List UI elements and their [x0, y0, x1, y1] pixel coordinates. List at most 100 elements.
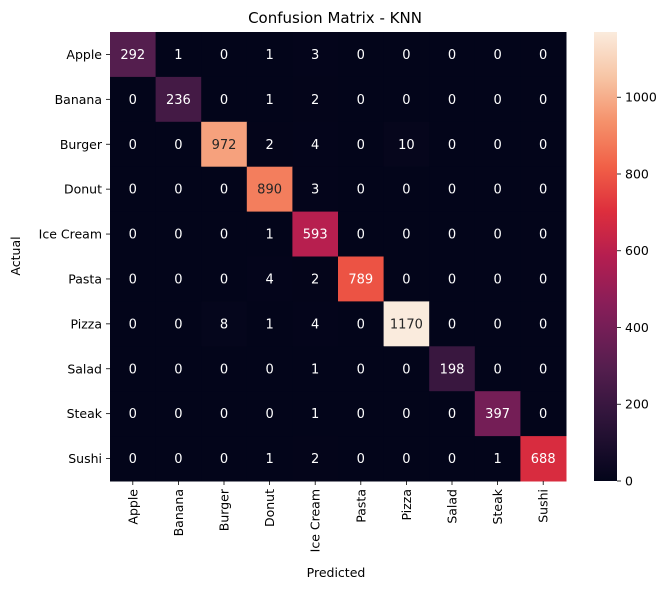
heatmap-cell	[292, 436, 339, 482]
cell-value-label: 0	[220, 362, 228, 377]
heatmap-cell	[246, 346, 293, 392]
heatmap-cell	[338, 76, 385, 123]
cell-value-label: 593	[303, 228, 328, 243]
cell-value-label: 0	[539, 272, 547, 287]
y-tick-label: Pasta	[68, 271, 102, 286]
cell-value-label: 0	[539, 407, 547, 422]
cell-value-label: 0	[129, 362, 137, 377]
heatmap-cell	[474, 166, 521, 213]
x-tick-label: Steak	[490, 488, 505, 524]
cell-value-label: 0	[539, 48, 547, 63]
heatmap-cell	[520, 346, 567, 392]
heatmap-cell	[246, 166, 293, 213]
cell-value-label: 4	[311, 138, 319, 153]
cell-value-label: 0	[174, 138, 182, 153]
heatmap-cell	[110, 301, 157, 347]
heatmap-cell	[155, 346, 202, 392]
heatmap-cell	[520, 76, 567, 123]
heatmap-cell	[520, 166, 567, 213]
heatmap-cell	[110, 436, 157, 482]
cell-value-label: 0	[220, 228, 228, 243]
colorbar: 0 200 400 600 800 1000	[594, 32, 657, 489]
cell-value-label: 0	[220, 183, 228, 198]
heatmap-cell	[292, 391, 339, 437]
colorbar-gradient	[594, 32, 617, 481]
cell-value-label: 0	[448, 93, 456, 108]
cell-value-label: 2	[311, 93, 319, 108]
heatmap-cell	[474, 32, 521, 78]
y-axis-label: Actual	[8, 236, 23, 275]
cell-value-label: 1	[265, 228, 273, 243]
heatmap-cell	[155, 211, 202, 257]
cell-value-label: 0	[129, 183, 137, 198]
cell-value-label: 0	[129, 272, 137, 287]
heatmap-cell	[338, 121, 385, 168]
cell-value-label: 292	[120, 48, 145, 63]
x-tick-label: Donut	[262, 489, 277, 527]
heatmap-cell	[292, 256, 339, 302]
cell-value-label: 890	[257, 183, 282, 198]
heatmap-cell	[338, 391, 385, 437]
cell-value-label: 2	[311, 452, 319, 467]
heatmap-cell	[110, 121, 157, 168]
cell-value-label: 0	[357, 48, 365, 63]
cell-value-label: 0	[129, 93, 137, 108]
x-tick-label: Ice Cream	[308, 489, 323, 552]
chart-title: Confusion Matrix - KNN	[248, 9, 422, 27]
colorbar-tick-label: 800	[625, 166, 649, 181]
cell-value-label: 1170	[390, 317, 423, 332]
heatmap-cell	[155, 121, 202, 168]
heatmap-cell	[110, 391, 157, 437]
heatmap-cell	[201, 32, 248, 78]
heatmap-cell	[383, 121, 430, 168]
cell-value-label: 0	[220, 452, 228, 467]
cell-value-label: 0	[402, 48, 410, 63]
cell-value-label: 4	[311, 317, 319, 332]
cell-value-label: 0	[220, 407, 228, 422]
cell-value-label: 0	[220, 93, 228, 108]
cell-value-label: 0	[357, 317, 365, 332]
heatmap-cell	[110, 346, 157, 392]
heatmap-cell	[201, 211, 248, 257]
heatmap-cell	[292, 76, 339, 123]
heatmap-cell	[520, 121, 567, 168]
x-tick-label: Burger	[217, 488, 232, 531]
cell-value-label: 0	[493, 272, 501, 287]
cell-value-label: 0	[402, 228, 410, 243]
cell-value-label: 0	[493, 317, 501, 332]
heatmap-cell	[246, 436, 293, 482]
cell-value-label: 0	[539, 228, 547, 243]
heatmap-cell	[292, 346, 339, 392]
colorbar-tick-label: 200	[625, 397, 649, 412]
colorbar-tick-label: 1000	[625, 90, 657, 105]
heatmap-cell	[201, 346, 248, 392]
colorbar-tick-label: 400	[625, 320, 649, 335]
cell-value-label: 0	[402, 452, 410, 467]
heatmap-cell	[246, 76, 293, 123]
heatmap-cell	[383, 211, 430, 257]
cell-value-label: 0	[539, 138, 547, 153]
heatmap-cell	[338, 166, 385, 213]
y-tick-label: Apple	[66, 47, 102, 62]
heatmap-cell	[520, 391, 567, 437]
cell-value-label: 0	[220, 272, 228, 287]
cell-value-label: 1	[265, 48, 273, 63]
cell-value-label: 2	[265, 138, 273, 153]
cell-value-label: 0	[129, 407, 137, 422]
cell-value-label: 0	[357, 228, 365, 243]
heatmap-cell	[246, 301, 293, 347]
heatmap-cell	[474, 256, 521, 302]
cell-value-label: 236	[166, 93, 191, 108]
cell-value-label: 0	[448, 138, 456, 153]
cell-value-label: 0	[539, 317, 547, 332]
heatmap-cell	[338, 32, 385, 78]
y-tick-label: Steak	[67, 406, 103, 421]
cell-value-label: 0	[448, 183, 456, 198]
heatmap-cell	[474, 436, 521, 482]
heatmap-cell	[338, 436, 385, 482]
y-tick-label: Donut	[64, 182, 102, 197]
heatmap-cell	[429, 436, 476, 482]
heatmap-cell	[429, 76, 476, 123]
cell-value-label: 0	[129, 317, 137, 332]
